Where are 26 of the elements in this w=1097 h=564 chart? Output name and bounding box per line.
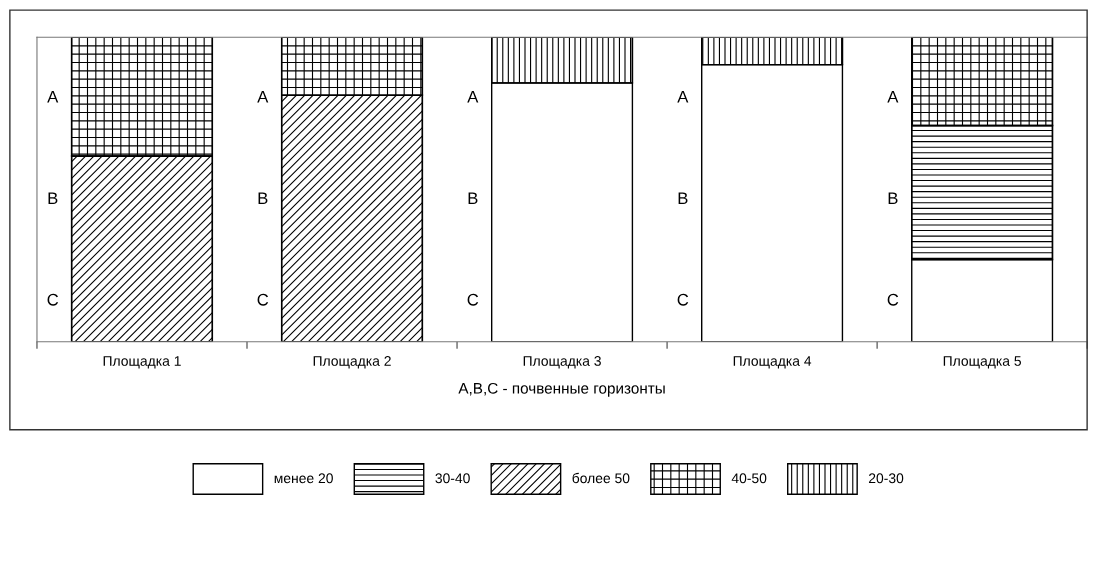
- x-tick-label: Площадка 3: [523, 356, 601, 369]
- x-tick-label: Площадка 2: [313, 356, 391, 369]
- annotation: C: [887, 293, 899, 306]
- annotation: B: [468, 192, 478, 204]
- annotation: A: [47, 90, 59, 103]
- x-tick-label: Площадка 5: [943, 356, 1021, 369]
- x-tick-label: Площадка 1: [103, 356, 181, 369]
- annotation: C: [467, 293, 479, 306]
- legend-label: 40-50: [731, 473, 767, 484]
- x-tick-label: Площадка 4: [733, 356, 812, 369]
- annotation: A: [467, 90, 479, 103]
- legend-label: 20-30: [868, 473, 904, 484]
- annotation: C: [257, 293, 269, 306]
- annotation: B: [258, 192, 268, 204]
- annotation: C: [677, 293, 689, 306]
- annotation: A: [887, 90, 899, 103]
- legend-label: менее 20: [274, 473, 333, 484]
- annotation: B: [48, 192, 58, 204]
- annotation: A: [257, 90, 269, 103]
- x-axis-title: A,B,C - почвенные горизонты: [458, 382, 665, 397]
- annotation: A: [677, 90, 689, 103]
- annotation: B: [678, 192, 688, 204]
- legend-label: более 50: [572, 472, 630, 484]
- annotation: C: [47, 293, 59, 306]
- legend-label: 30-40: [435, 473, 470, 484]
- annotation: B: [888, 192, 898, 204]
